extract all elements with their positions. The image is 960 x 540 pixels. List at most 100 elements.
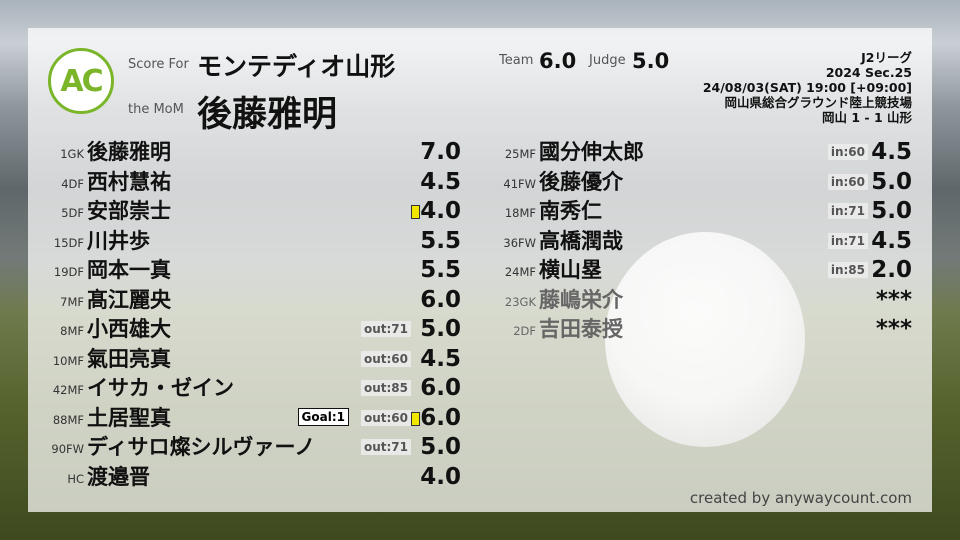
- section: 2024 Sec.25: [825, 65, 912, 80]
- player-score: 4.5: [871, 139, 912, 165]
- player-score: 4.5: [871, 227, 912, 254]
- player-score: 5.0: [420, 434, 461, 460]
- player-name: 土居聖真: [87, 405, 171, 430]
- player-number-position: 8MF: [60, 324, 84, 338]
- player-score: ***: [875, 286, 912, 313]
- player-row: 8MF 小西雄大 5.0 out:71: [30, 315, 461, 343]
- player-name: 横山塁: [539, 258, 602, 282]
- player-name: 後藤優介: [539, 169, 623, 194]
- result: 岡山 1 - 1 山形: [822, 110, 912, 125]
- player-name: 吉田泰授: [539, 317, 623, 341]
- venue: 岡山県総合グラウンド陸上競技場: [724, 95, 912, 110]
- player-row: 18MF 南秀仁 5.0 in:71: [482, 197, 912, 225]
- team-name: モンテディオ山形: [197, 52, 396, 81]
- player-score: ***: [875, 316, 912, 342]
- yellow-card-icon: [411, 205, 420, 219]
- player-row: 2DF 吉田泰授 ***: [482, 315, 912, 343]
- player-row: 24MF 横山塁 2.0 in:85: [482, 256, 912, 284]
- player-row: 5DF 安部崇士 4.0: [30, 197, 461, 225]
- player-name: 安部崇士: [87, 199, 171, 223]
- datetime: 24/08/03(SAT) 19:00 [+09:00]: [702, 80, 912, 95]
- player-score: 7.0: [420, 139, 461, 165]
- score-panel: [28, 28, 932, 512]
- sub-tag: out:71: [360, 439, 411, 455]
- player-score: 4.0: [420, 198, 461, 224]
- player-number-position: 41FW: [503, 176, 536, 191]
- player-name: 小西雄大: [87, 317, 171, 341]
- player-score: 4.5: [420, 168, 461, 195]
- team-score: 6.0: [539, 49, 577, 73]
- player-number-position: 10MF: [52, 353, 84, 368]
- player-row: 1GK 後藤雅明 7.0: [30, 138, 461, 166]
- player-number-position: 90FW: [51, 442, 84, 456]
- player-score: 4.0: [420, 463, 461, 490]
- player-number-position: 88MF: [52, 412, 84, 427]
- sub-tag: out:71: [360, 321, 411, 337]
- player-row: 4DF 西村慧祐 4.5: [30, 168, 461, 196]
- player-number-position: HC: [67, 471, 84, 486]
- player-name: 後藤雅明: [87, 140, 171, 164]
- player-name: 渡邉晋: [87, 464, 150, 489]
- player-name: 西村慧祐: [87, 169, 171, 194]
- player-row: 88MF 土居聖真 6.0 out:60 Goal:1: [30, 404, 461, 432]
- anywaycount-logo: AC: [48, 48, 114, 114]
- yellow-card-icon: [411, 411, 420, 426]
- player-name: 高橋潤哉: [539, 228, 623, 253]
- player-score: 5.0: [871, 198, 912, 224]
- player-number-position: 7MF: [60, 294, 84, 309]
- player-number-position: 4DF: [61, 176, 84, 191]
- player-name: 川井歩: [87, 228, 150, 253]
- player-number-position: 25MF: [504, 147, 536, 161]
- player-name: 南秀仁: [539, 199, 602, 223]
- judge-label: Judge: [589, 53, 626, 68]
- sub-tag: in:71: [827, 232, 868, 249]
- player-number-position: 2DF: [513, 324, 536, 338]
- player-name: 髙江麗央: [87, 287, 171, 312]
- team-label: Team: [499, 53, 534, 68]
- sub-tag: in:60: [827, 144, 868, 160]
- player-row: 36FW 高橋潤哉 4.5 in:71: [482, 227, 912, 255]
- score-for-label: Score For: [128, 57, 189, 72]
- sub-tag: out:85: [360, 380, 411, 396]
- player-name: 氣田亮真: [87, 346, 171, 371]
- player-row: 23GK 藤嶋栄介 ***: [482, 286, 912, 314]
- player-row: 42MF イサカ・ゼイン 6.0 out:85: [30, 374, 461, 402]
- league: J2リーグ: [861, 50, 912, 65]
- player-name: 國分伸太郎: [539, 140, 644, 164]
- player-score: 2.0: [871, 257, 912, 283]
- match-info: J2リーグ 2024 Sec.25 24/08/03(SAT) 19:00 [+…: [703, 50, 912, 125]
- mom-player: 後藤雅明: [197, 95, 338, 135]
- sub-tag: in:85: [827, 262, 868, 278]
- player-score: 6.0: [420, 375, 461, 401]
- player-number-position: 18MF: [504, 206, 536, 220]
- player-number-position: 15DF: [53, 235, 84, 250]
- player-name: 岡本一真: [87, 258, 171, 282]
- player-number-position: 36FW: [503, 235, 536, 250]
- player-number-position: 24MF: [504, 265, 536, 279]
- player-number-position: 5DF: [61, 206, 84, 220]
- player-number-position: 42MF: [52, 383, 84, 397]
- player-score: 4.5: [420, 345, 461, 372]
- judge-score: 5.0: [632, 49, 670, 73]
- goal-badge: Goal:1: [297, 407, 349, 426]
- player-score: 5.0: [420, 316, 461, 342]
- player-name: 藤嶋栄介: [539, 287, 623, 312]
- player-score: 5.5: [420, 227, 461, 254]
- player-name: イサカ・ゼイン: [87, 376, 234, 400]
- player-score: 6.0: [420, 286, 461, 313]
- credit: created by anywaycount.com: [689, 489, 912, 507]
- player-number-position: 19DF: [53, 265, 84, 279]
- sub-tag: in:60: [827, 173, 868, 190]
- player-number-position: 1GK: [60, 147, 84, 161]
- player-name: ディサロ燦シルヴァーノ: [87, 435, 316, 459]
- player-row: 7MF 髙江麗央 6.0: [30, 286, 461, 314]
- player-row: 15DF 川井歩 5.5: [30, 227, 461, 255]
- player-row: 10MF 氣田亮真 4.5 out:60: [30, 345, 461, 373]
- sub-tag: out:60: [360, 350, 411, 367]
- sub-tag: out:60: [360, 409, 411, 426]
- player-number-position: 23GK: [504, 294, 536, 309]
- sub-tag: in:71: [827, 203, 868, 219]
- player-score: 6.0: [420, 404, 461, 431]
- player-row: 25MF 國分伸太郎 4.5 in:60: [482, 138, 912, 166]
- player-score: 5.5: [420, 257, 461, 283]
